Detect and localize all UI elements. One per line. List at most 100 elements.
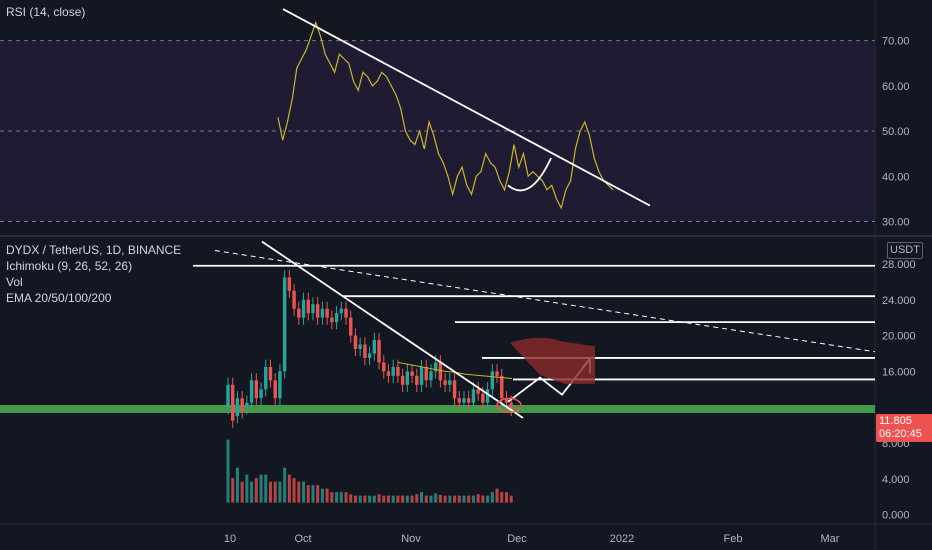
candle-body (467, 398, 471, 403)
candle-body (386, 371, 391, 376)
candle-body (358, 344, 362, 350)
currency-badge[interactable]: USDT (887, 242, 923, 259)
time-tick-label: Oct (294, 533, 311, 545)
rsi-indicator-label: RSI (14, close) (6, 5, 86, 19)
rsi-trendline (282, 8, 651, 207)
chart-title[interactable]: DYDX / TetherUS, 1D, BINANCE (6, 243, 182, 257)
volume-bar (391, 495, 395, 503)
downtrend-line (261, 240, 524, 419)
volume-bar (490, 492, 494, 503)
candle-body (396, 366, 400, 376)
volume-bar (495, 488, 499, 503)
ichimoku-indicator-label[interactable]: Ichimoku (9, 26, 52, 26) (6, 259, 133, 273)
candle-body (400, 375, 405, 385)
candle-body (509, 402, 513, 409)
volume-bar (335, 492, 339, 503)
rsi-tick-label: 50.00 (882, 126, 910, 138)
price-tick-label: 28.000 (882, 259, 916, 271)
candle-body (504, 398, 509, 403)
volume-bar (434, 493, 438, 503)
candle-body (325, 308, 329, 318)
time-tick-label: Mar (821, 533, 840, 545)
time-tick-label: Nov (401, 533, 421, 545)
volume-bar (401, 495, 405, 503)
volume-bar (306, 485, 310, 503)
ema-indicator-label[interactable]: EMA 20/50/100/200 (6, 291, 112, 305)
candle-body (226, 384, 230, 408)
candle-body (297, 308, 301, 318)
volume-bar (504, 492, 508, 503)
rsi-tick-label: 70.00 (882, 36, 910, 48)
volume-bar (302, 481, 306, 503)
volume-bar (344, 492, 348, 503)
candle-body (471, 389, 476, 403)
volume-bar (245, 474, 249, 503)
volume-bar (287, 474, 291, 503)
candle-body (415, 375, 419, 385)
candle-body (249, 380, 254, 403)
volume-bar (410, 495, 414, 503)
candle-body (254, 380, 259, 399)
candle-body (485, 389, 490, 403)
volume-bar (264, 474, 268, 503)
price-tick-label: 16.000 (882, 366, 916, 378)
candle-body (264, 366, 268, 390)
rsi-projection-curve (507, 157, 552, 192)
bar-countdown: 06:20:45 (879, 428, 922, 440)
volume-bar (349, 494, 353, 503)
time-tick-label: 10 (224, 533, 236, 545)
volume-bar (231, 478, 235, 503)
candle-body (315, 304, 320, 318)
volume-indicator-label[interactable]: Vol (6, 275, 23, 289)
volume-bar (429, 495, 433, 503)
volume-bar (268, 481, 272, 503)
candle-body (282, 277, 287, 372)
candle-body (349, 317, 353, 336)
volume-bar (372, 495, 376, 503)
rsi-tick-label: 30.00 (882, 216, 910, 228)
volume-bar (486, 495, 490, 503)
volume-bar (476, 494, 480, 503)
candle-body (344, 308, 348, 318)
volume-bar (500, 492, 504, 503)
price-tick-label: 4.000 (882, 474, 910, 486)
volume-bar (420, 492, 424, 503)
candle-body (235, 398, 240, 417)
candle-body (433, 362, 438, 372)
volume-bar (240, 481, 244, 503)
volume-bar (457, 495, 461, 503)
price-tick-label: 20.000 (882, 331, 916, 343)
candle-body (353, 335, 358, 350)
volume-bar (377, 494, 381, 503)
candle-body (490, 371, 495, 390)
volume-bar (467, 495, 471, 503)
volume-bar (273, 481, 277, 503)
volume-bar (254, 478, 258, 503)
candle-body (495, 371, 499, 376)
volume-bar (358, 495, 362, 503)
candle-body (462, 398, 466, 403)
candle-body (410, 371, 414, 376)
last-price-tag: 11.805 06:20:45 (876, 414, 932, 442)
candle-body (429, 371, 433, 381)
candle-body (339, 308, 343, 314)
candle-body (334, 313, 339, 323)
volume-bar (320, 488, 324, 503)
candle-body (448, 380, 452, 385)
candle-body (287, 277, 292, 291)
time-tick-label: Feb (724, 533, 743, 545)
volume-bar (405, 495, 409, 503)
candle-body (259, 389, 263, 399)
volume-bar (235, 467, 239, 503)
candle-body (367, 353, 372, 358)
price-tick-label: 0.000 (882, 510, 910, 522)
volume-bar (386, 495, 390, 503)
volume-bar (297, 481, 301, 503)
candle-body (443, 380, 447, 385)
candle-body (306, 299, 310, 314)
candle-body (372, 340, 377, 354)
candle-body (245, 402, 249, 408)
volume-bar (316, 485, 320, 503)
volume-bar (259, 474, 263, 503)
